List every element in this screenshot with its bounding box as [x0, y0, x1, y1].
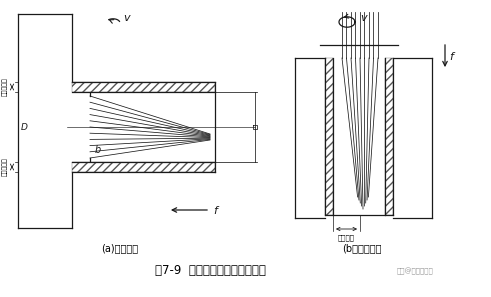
Text: $f$: $f$ — [213, 204, 220, 216]
Text: 半径扩张量: 半径扩张量 — [2, 78, 8, 96]
Text: 半径余量: 半径余量 — [338, 235, 355, 241]
Text: (b）钻床铰孔: (b）钻床铰孔 — [342, 243, 382, 253]
Text: 头条@金属加工展: 头条@金属加工展 — [397, 267, 434, 275]
Text: 图7-9  铰刀偏斜引起的加工误差: 图7-9 铰刀偏斜引起的加工误差 — [155, 265, 266, 277]
Text: $b$: $b$ — [94, 143, 102, 155]
Text: $v$: $v$ — [360, 13, 369, 23]
Text: $f$: $f$ — [449, 50, 456, 62]
Text: (a)车床铰孔: (a)车床铰孔 — [102, 243, 138, 253]
Text: $D$: $D$ — [20, 121, 28, 132]
Text: $v$: $v$ — [123, 13, 132, 23]
Text: 半径扩张量: 半径扩张量 — [2, 158, 8, 176]
